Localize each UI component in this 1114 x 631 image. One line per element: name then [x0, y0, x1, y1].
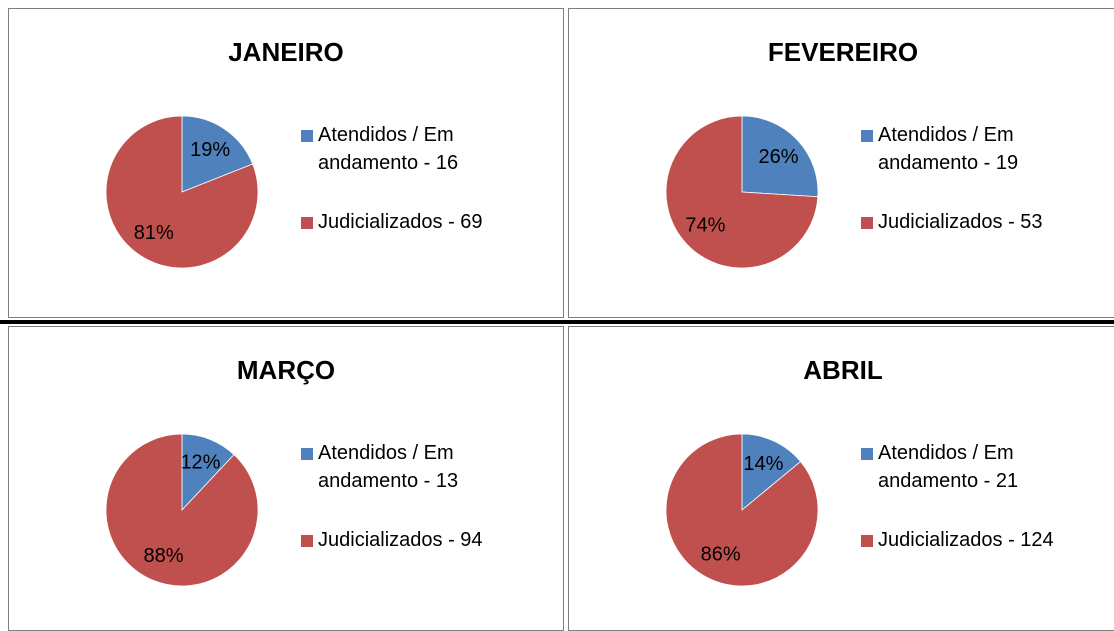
legend-entry: Judicializados - 53	[861, 208, 1093, 236]
legend-entry: Judicializados - 69	[301, 208, 533, 236]
pie-slice	[105, 115, 259, 269]
legend-entry: Atendidos / Em andamento - 16	[301, 121, 533, 177]
chart-title: ABRIL	[803, 355, 883, 385]
pie-slice	[105, 433, 259, 587]
legend-swatch	[861, 130, 873, 142]
legend-entry: Atendidos / Em andamento - 19	[861, 121, 1093, 177]
legend-label: Judicializados - 94	[318, 529, 483, 551]
data-label: 86%	[701, 544, 741, 566]
pie-chart: 12% 88%	[105, 433, 259, 587]
data-label: 19%	[190, 139, 230, 161]
legend-entry: Judicializados - 124	[861, 526, 1093, 554]
legend-label: Atendidos / Em andamento - 21	[878, 442, 1019, 492]
chart-panel: ABRIL 14% 86% Atendidos / Em andamento - 21…	[568, 326, 1114, 631]
chart-title: JANEIRO	[228, 37, 344, 67]
chart-title: MARÇO	[236, 355, 336, 385]
pie-slice	[665, 433, 819, 587]
chart-panel: MARÇO 12% 88% Atendidos / Em andamento - 13…	[8, 326, 564, 631]
legend-swatch	[301, 448, 313, 460]
legend-label: Judicializados - 69	[318, 211, 483, 233]
pie-chart: 14% 86%	[665, 433, 819, 587]
data-label: 81%	[134, 222, 174, 244]
pie-chart: 19% 81%	[105, 115, 259, 269]
chart-panel: FEVEREIRO 26% 74% Atendidos / Em andamento …	[568, 8, 1114, 318]
legend-label: Judicializados - 53	[878, 211, 1043, 233]
chart-panel: JANEIRO 19% 81% Atendidos / Em andamento - …	[8, 8, 564, 318]
pie-slice	[665, 115, 819, 269]
legend-swatch	[861, 217, 873, 229]
pie-chart: 26% 74%	[665, 115, 819, 269]
legend-swatch	[301, 217, 313, 229]
pie-slice	[741, 433, 802, 511]
legend-label: Atendidos / Em andamento - 13	[318, 442, 459, 492]
data-label: 14%	[743, 453, 783, 475]
legend-label: Judicializados - 124	[878, 529, 1054, 551]
legend-swatch	[861, 448, 873, 460]
data-label: 74%	[685, 215, 725, 237]
legend-label: Atendidos / Em andamento - 19	[878, 124, 1019, 174]
pie-slice	[741, 115, 819, 198]
chart-title: FEVEREIRO	[767, 37, 919, 67]
data-label: 26%	[759, 146, 799, 168]
legend-entry: Judicializados - 94	[301, 526, 533, 554]
pie-slice	[181, 115, 254, 193]
legend-swatch	[301, 130, 313, 142]
legend-swatch	[861, 535, 873, 547]
data-label: 12%	[180, 452, 220, 474]
separator	[0, 320, 1114, 324]
legend-entry: Atendidos / Em andamento - 13	[301, 439, 533, 495]
data-label: 88%	[144, 545, 184, 567]
legend-swatch	[301, 535, 313, 547]
legend-entry: Atendidos / Em andamento - 21	[861, 439, 1093, 495]
legend-label: Atendidos / Em andamento - 16	[318, 124, 459, 174]
